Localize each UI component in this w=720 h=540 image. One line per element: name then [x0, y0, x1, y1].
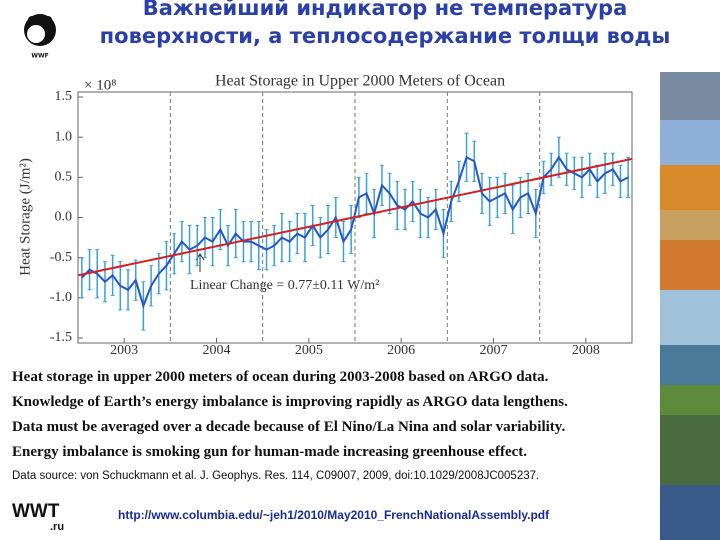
x-tick-label: 2003 [110, 343, 138, 358]
wwt-domain: .ru [50, 521, 64, 533]
slide-title: Важнейший индикатор не температура повер… [99, 0, 671, 48]
y-tick-label: 0.0 [55, 210, 73, 225]
wwf-logo: WWF [24, 14, 56, 60]
annotation: Linear Change = 0.77±0.11 W/m² [190, 278, 379, 293]
wwt-logo: WWT [12, 501, 60, 522]
chart-title: Heat Storage in Upper 2000 Meters of Oce… [215, 73, 505, 90]
y-axis-label: Heat Storage (J/m²) [17, 158, 33, 276]
data-source: Data source: von Schuckmann et al. J. Ge… [12, 470, 540, 482]
y-tick-label: 1.5 [55, 89, 73, 104]
y-tick-label: 1.0 [55, 129, 73, 144]
chart-background [12, 68, 652, 363]
y-exponent: × 10⁸ [84, 77, 116, 93]
wwf-text: WWF [31, 53, 48, 60]
caption: Knowledge of Earth’s energy imbalance is… [12, 394, 568, 410]
caption: Energy imbalance is smoking gun for huma… [12, 444, 528, 460]
caption: Data must be averaged over a decade beca… [12, 419, 566, 435]
caption: Heat storage in upper 2000 meters of oce… [12, 369, 549, 385]
trend-line [77, 157, 633, 277]
photo-strip [660, 72, 720, 540]
source-url: http://www.columbia.edu/~jeh1/2010/May20… [118, 508, 550, 522]
x-tick-label: 2004 [203, 343, 231, 358]
y-tick-label: 0.5 [55, 170, 73, 185]
x-tick-label: 2007 [480, 343, 508, 358]
x-tick-label: 2008 [572, 343, 600, 358]
y-tick-label: -0.5 [50, 250, 72, 265]
y-tick-label: -1.5 [50, 330, 72, 345]
y-tick-label: -1.0 [50, 290, 72, 305]
x-tick-label: 2006 [387, 343, 415, 358]
x-tick-label: 2005 [295, 343, 323, 358]
